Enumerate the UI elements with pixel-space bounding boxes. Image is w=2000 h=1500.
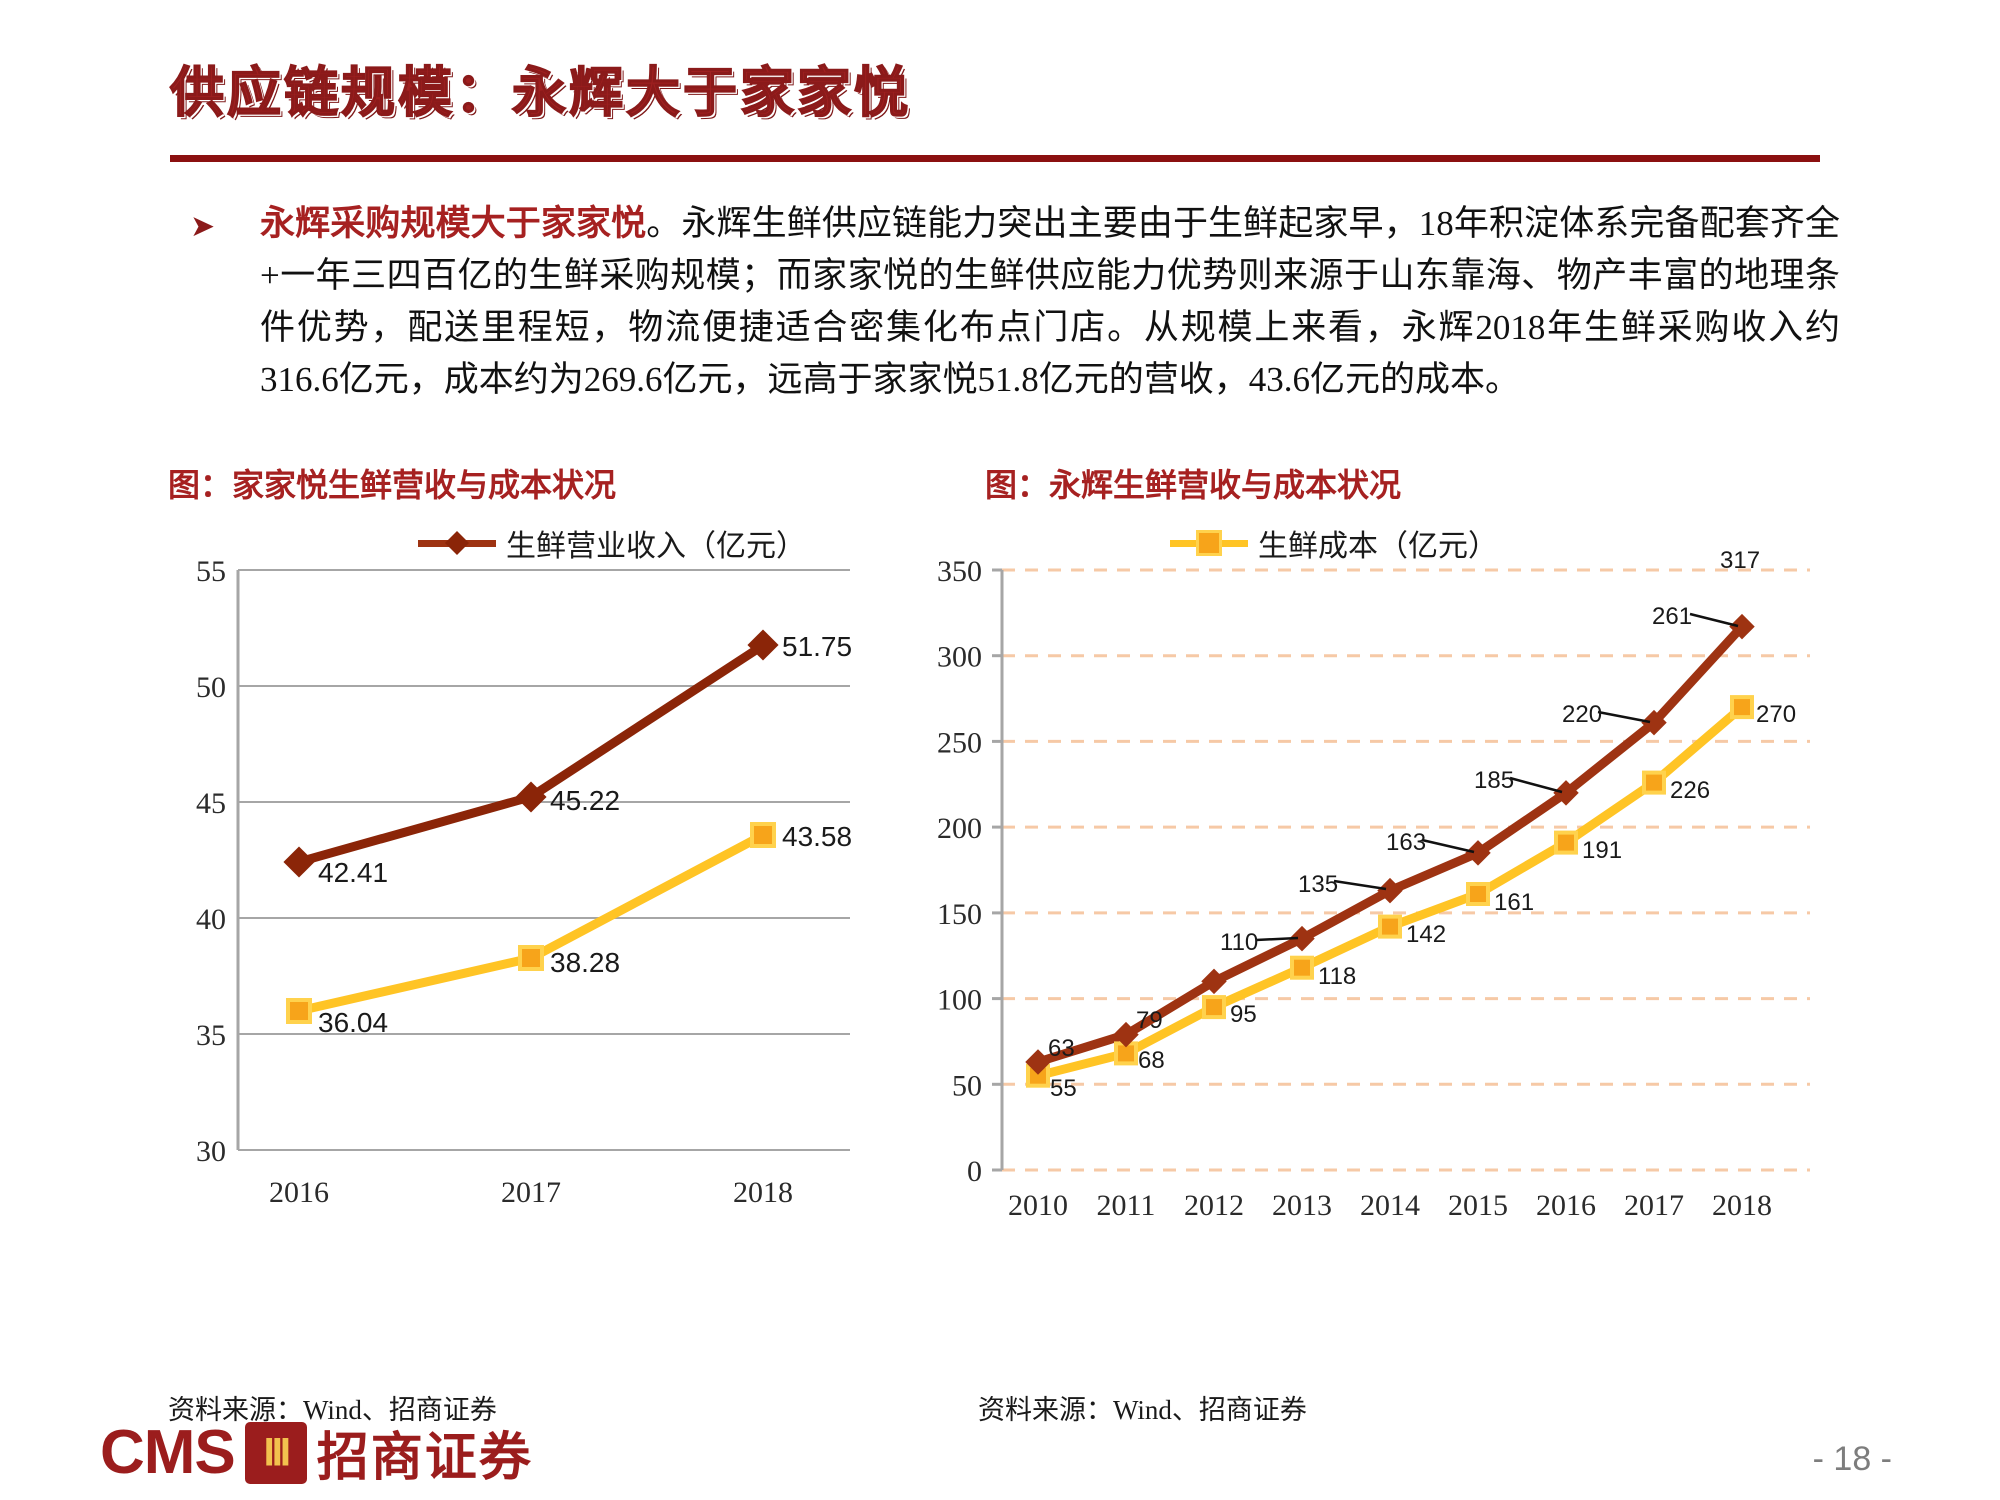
data-label: 135 bbox=[1298, 871, 1338, 898]
data-label: 270 bbox=[1756, 701, 1796, 728]
svg-chart-left: 55 50 45 40 35 30 bbox=[196, 555, 852, 1209]
legend-line-revenue bbox=[418, 530, 496, 556]
legend-label-revenue: 生鲜营业收入（亿元） bbox=[506, 530, 806, 563]
data-label: 142 bbox=[1406, 921, 1446, 948]
series-revenue-markers-left bbox=[283, 629, 779, 878]
data-label: 45.22 bbox=[550, 785, 620, 816]
chart-yonghui: 生鲜成本（亿元） bbox=[930, 510, 1830, 1370]
legend-left: 生鲜营业收入（亿元） bbox=[418, 522, 806, 564]
svg-chart-right: 350 300 250 200 150 100 50 0 bbox=[937, 547, 1810, 1222]
x-tick: 2016 bbox=[269, 1176, 329, 1209]
y-tick: 50 bbox=[952, 1069, 982, 1102]
page-number: - 18 - bbox=[1812, 1440, 1892, 1478]
data-label: 38.28 bbox=[550, 947, 620, 978]
data-label: 220 bbox=[1562, 701, 1602, 728]
x-tick: 2018 bbox=[733, 1176, 793, 1209]
data-labels-cost-right: 55 68 95 118 142 161 191 226 270 bbox=[1050, 701, 1796, 1102]
x-tick-labels-left: 2016 2017 2018 bbox=[269, 1176, 793, 1209]
x-tick: 2017 bbox=[501, 1176, 561, 1209]
x-tick: 2015 bbox=[1448, 1189, 1508, 1222]
logo-mark-icon: III bbox=[244, 1421, 307, 1484]
chart-heading-left: 图：家家悦生鲜营收与成本状况 bbox=[168, 467, 617, 503]
x-tick: 2016 bbox=[1536, 1189, 1596, 1222]
source-note-right: 资料来源：Wind、招商证券 bbox=[978, 1395, 1307, 1425]
y-tick: 300 bbox=[937, 641, 982, 674]
y-tick: 150 bbox=[937, 898, 982, 931]
square-marker-icon bbox=[1196, 530, 1222, 556]
series-cost-markers-right bbox=[1026, 695, 1754, 1088]
y-tick: 45 bbox=[196, 787, 226, 820]
x-tick: 2010 bbox=[1008, 1189, 1068, 1222]
body-rest: 。永辉生鲜供应链能力突出主要由于生鲜起家早，18年积淀体系完备配套齐全+一年三四… bbox=[260, 204, 1840, 399]
logo-cms-text: CMS bbox=[100, 1418, 236, 1487]
y-tick: 200 bbox=[937, 812, 982, 845]
data-label: 185 bbox=[1474, 767, 1514, 794]
y-tick: 100 bbox=[937, 984, 982, 1017]
leader-lines-right bbox=[1255, 612, 1739, 942]
x-tick: 2014 bbox=[1360, 1189, 1420, 1222]
y-tick: 40 bbox=[196, 903, 226, 936]
chart-jiajiayue: 生鲜营业收入（亿元） 55 50 45 40 35 30 bbox=[160, 510, 880, 1370]
data-label: 161 bbox=[1494, 889, 1534, 916]
x-tick: 2017 bbox=[1624, 1189, 1684, 1222]
data-label: 43.58 bbox=[782, 821, 852, 852]
data-label: 163 bbox=[1386, 829, 1426, 856]
legend-line-cost bbox=[1170, 530, 1248, 556]
data-label: 118 bbox=[1318, 963, 1356, 990]
x-tick: 2018 bbox=[1712, 1189, 1772, 1222]
logo-cn-text: 招商证券 bbox=[316, 1428, 533, 1488]
title-bar: 供应链规模：永辉大于家家悦 bbox=[169, 45, 1830, 150]
plot-area-right: 350 300 250 200 150 100 50 0 bbox=[930, 510, 1830, 1310]
data-label: 36.04 bbox=[318, 1007, 388, 1038]
data-labels-left: 42.41 45.22 51.75 36.04 38.28 43.58 bbox=[318, 631, 852, 1038]
legend-right: 生鲜成本（亿元） bbox=[1170, 522, 1498, 564]
series-revenue-line-left bbox=[297, 641, 766, 867]
source-note-left: 资料来源：Wind、招商证券 bbox=[168, 1395, 497, 1425]
y-tick: 55 bbox=[196, 555, 226, 588]
data-label: 51.75 bbox=[782, 631, 852, 662]
gridlines-right bbox=[1002, 568, 1810, 1172]
x-tick-labels-right: 2010 2011 2012 2013 2014 2015 2016 2017 … bbox=[1008, 1189, 1772, 1222]
x-tick: 2012 bbox=[1184, 1189, 1244, 1222]
x-tick: 2013 bbox=[1272, 1189, 1332, 1222]
chevron-bullet-icon: ➤ bbox=[190, 210, 216, 243]
y-axis-ticks-right bbox=[992, 568, 1002, 1172]
chart-heading-right: 图：永辉生鲜营收与成本状况 bbox=[985, 467, 1402, 503]
y-tick: 250 bbox=[937, 726, 982, 759]
body-highlight: 永辉采购规模大于家家悦 bbox=[260, 204, 647, 243]
data-label: 68 bbox=[1138, 1047, 1165, 1074]
data-label: 110 bbox=[1220, 929, 1258, 956]
data-label: 317 bbox=[1720, 547, 1760, 574]
body-block: ➤ 永辉采购规模大于家家悦。永辉生鲜供应链能力突出主要由于生鲜起家早，18年积淀… bbox=[190, 198, 1840, 406]
y-tick: 350 bbox=[937, 555, 982, 588]
y-tick-labels-left: 55 50 45 40 35 30 bbox=[196, 555, 226, 1168]
data-label: 191 bbox=[1582, 837, 1622, 864]
x-tick: 2011 bbox=[1097, 1189, 1156, 1222]
plot-area-left: 55 50 45 40 35 30 bbox=[160, 510, 880, 1310]
y-tick: 35 bbox=[196, 1019, 226, 1052]
data-label: 42.41 bbox=[318, 857, 388, 888]
data-label: 63 bbox=[1048, 1035, 1075, 1062]
data-label: 226 bbox=[1670, 777, 1710, 804]
legend-label-cost: 生鲜成本（亿元） bbox=[1258, 530, 1498, 563]
page-title: 供应链规模：永辉大于家家悦 bbox=[169, 60, 911, 125]
data-label: 261 bbox=[1652, 603, 1692, 630]
data-label: 95 bbox=[1230, 1001, 1257, 1028]
y-tick: 30 bbox=[196, 1135, 226, 1168]
y-tick: 50 bbox=[196, 671, 226, 704]
title-divider bbox=[170, 155, 1820, 162]
y-tick: 0 bbox=[967, 1155, 982, 1188]
y-tick-labels-right: 350 300 250 200 150 100 50 0 bbox=[937, 555, 982, 1188]
series-cost-markers-left bbox=[286, 822, 776, 1024]
logo-mark-glyph: III bbox=[263, 1430, 291, 1474]
data-labels-revenue-right: 63 79 110 135 163 185 220 261 317 bbox=[1048, 547, 1760, 1062]
data-label: 55 bbox=[1050, 1075, 1077, 1102]
data-label: 79 bbox=[1136, 1007, 1163, 1034]
brand-logo: CMS III 招商证券 bbox=[100, 1415, 533, 1490]
gridlines-left bbox=[238, 569, 850, 1151]
body-paragraph: 永辉采购规模大于家家悦。永辉生鲜供应链能力突出主要由于生鲜起家早，18年积淀体系… bbox=[260, 198, 1840, 406]
